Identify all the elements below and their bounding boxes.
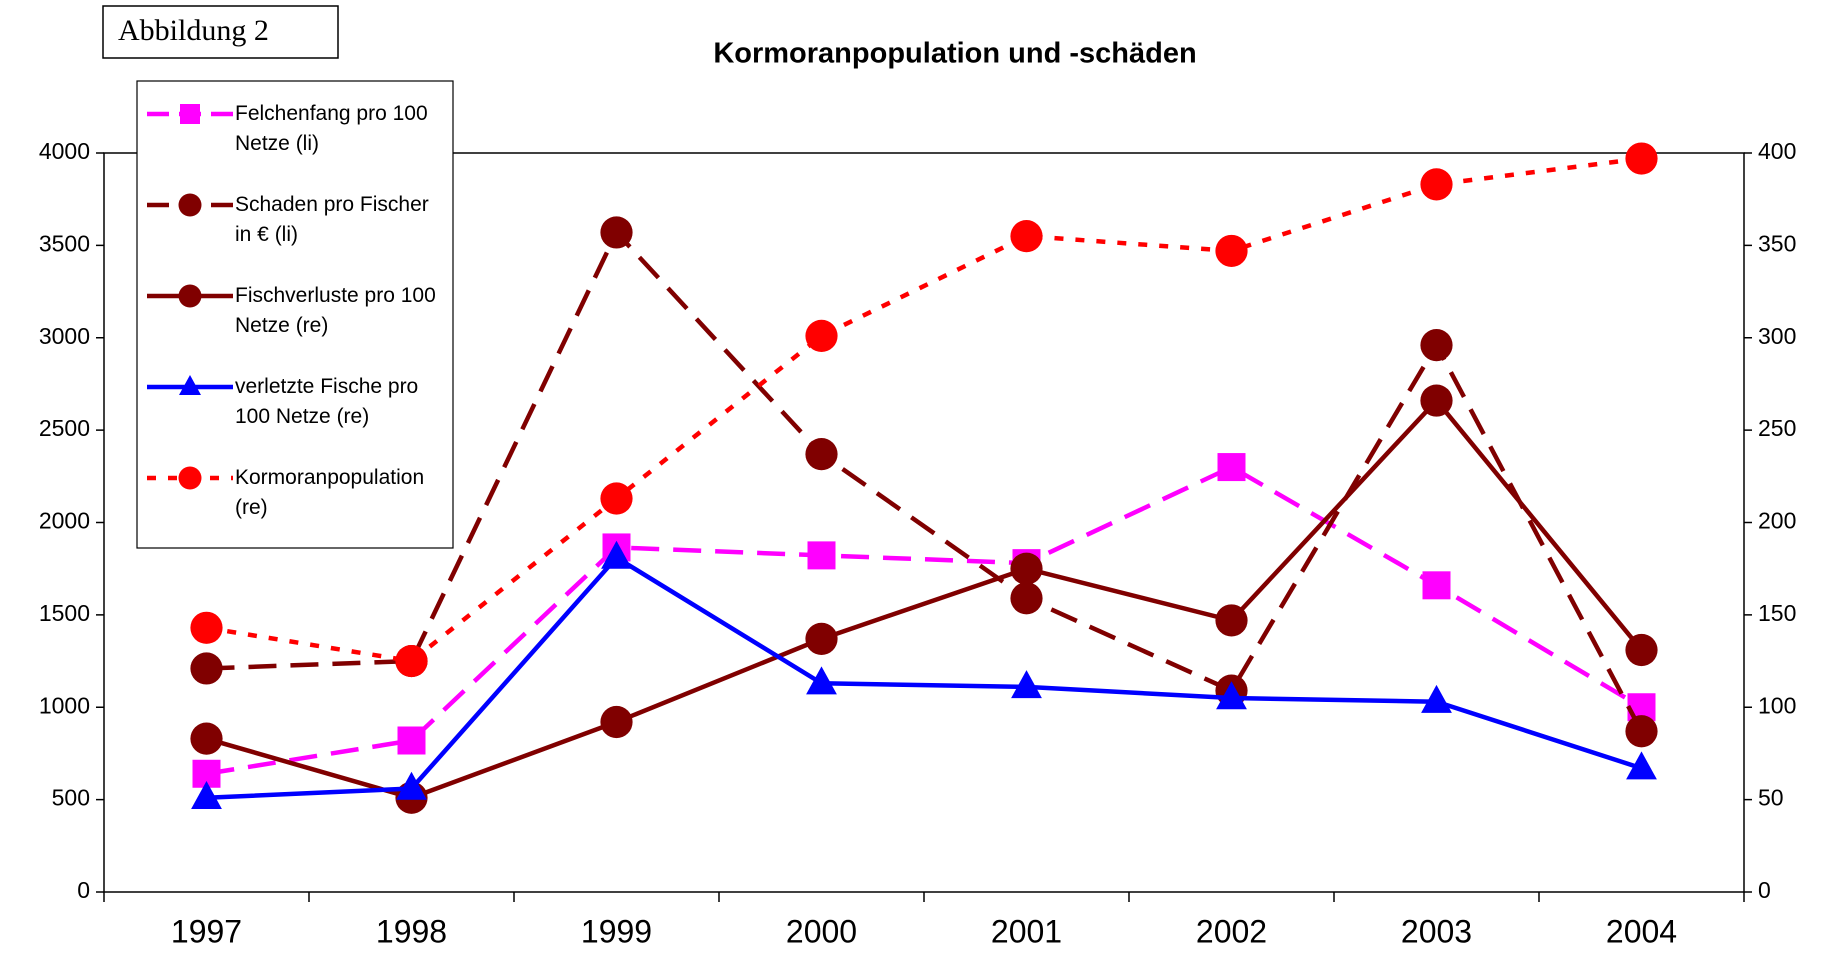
marker — [180, 104, 200, 124]
label-box — [102, 5, 339, 59]
y2-tick-label: 350 — [1758, 230, 1796, 256]
y2-tick-label: 250 — [1758, 415, 1796, 441]
marker — [178, 284, 202, 308]
legend-label: Felchenfang pro 100 Netze (li) — [235, 102, 428, 155]
marker — [805, 622, 838, 655]
marker — [178, 193, 202, 217]
figure-label: Abbildung 2 — [118, 14, 269, 47]
series-line — [206, 554, 1643, 801]
legend-label: verletzte Fische pro 100 Netze (re) — [235, 375, 419, 428]
y-tick-label: 1500 — [39, 600, 90, 626]
series-line — [206, 156, 1642, 664]
y-tick-label: 0 — [77, 877, 90, 903]
marker — [1215, 234, 1248, 268]
y-tick-label: 2000 — [39, 508, 90, 534]
marker — [1216, 681, 1247, 710]
marker — [190, 652, 223, 685]
x-tick-label: 1998 — [376, 913, 447, 949]
marker — [1010, 552, 1043, 585]
marker — [805, 319, 838, 353]
marker — [1010, 582, 1043, 615]
marker — [396, 771, 427, 800]
marker — [600, 216, 633, 249]
marker — [178, 466, 202, 490]
marker — [1625, 142, 1658, 175]
x-tick-label: 2001 — [991, 913, 1062, 949]
y2-tick-label: 150 — [1758, 600, 1796, 626]
y2-tick-label: 300 — [1758, 323, 1796, 349]
marker — [1421, 684, 1452, 713]
marker — [1625, 633, 1658, 667]
marker — [600, 482, 633, 515]
series-line — [205, 397, 1644, 801]
x-tick-label: 2004 — [1606, 913, 1677, 949]
y-tick-label: 3000 — [39, 323, 90, 349]
y2-tick-label: 200 — [1758, 508, 1796, 534]
marker — [397, 726, 426, 755]
y2-tick-label: 50 — [1758, 785, 1784, 811]
series-line — [206, 464, 1643, 776]
marker — [179, 375, 201, 395]
y-tick-label: 2500 — [39, 415, 90, 441]
marker — [1215, 604, 1248, 637]
marker — [1011, 670, 1042, 699]
marker — [1625, 715, 1658, 748]
y-tick-label: 4000 — [39, 138, 90, 164]
marker — [1217, 453, 1246, 482]
legend-label: Schaden pro Fischer in € (li) — [235, 193, 429, 246]
marker — [1422, 571, 1451, 600]
y-tick-label: 3500 — [39, 230, 90, 256]
y2-tick-label: 100 — [1758, 692, 1796, 718]
y2-tick-label: 0 — [1758, 877, 1771, 903]
y2-tick-label: 400 — [1758, 138, 1796, 164]
chart-title: Kormoranpopulation und -schäden — [713, 38, 1196, 70]
x-tick-label: 1999 — [581, 913, 652, 949]
x-tick-label: 1997 — [171, 913, 242, 949]
marker — [1420, 329, 1453, 362]
marker — [190, 611, 223, 644]
marker — [600, 705, 633, 739]
x-tick-label: 2002 — [1196, 913, 1267, 949]
y-tick-label: 1000 — [39, 692, 90, 718]
marker — [1420, 384, 1453, 417]
marker — [1420, 168, 1453, 201]
legend-label: Fischverluste pro 100 Netze (re) — [235, 284, 436, 337]
series-line — [206, 228, 1644, 733]
legend-label: Kormoranpopulation (re) — [235, 466, 425, 519]
marker — [395, 644, 428, 678]
marker — [190, 722, 223, 755]
marker — [806, 666, 837, 695]
x-tick-label: 2000 — [786, 913, 857, 949]
marker — [191, 780, 222, 809]
marker — [1010, 220, 1043, 253]
y-tick-label: 500 — [52, 785, 90, 811]
marker — [1626, 751, 1657, 780]
x-tick-label: 2003 — [1401, 913, 1472, 949]
marker — [601, 540, 632, 569]
marker — [807, 541, 836, 570]
marker — [805, 438, 838, 471]
